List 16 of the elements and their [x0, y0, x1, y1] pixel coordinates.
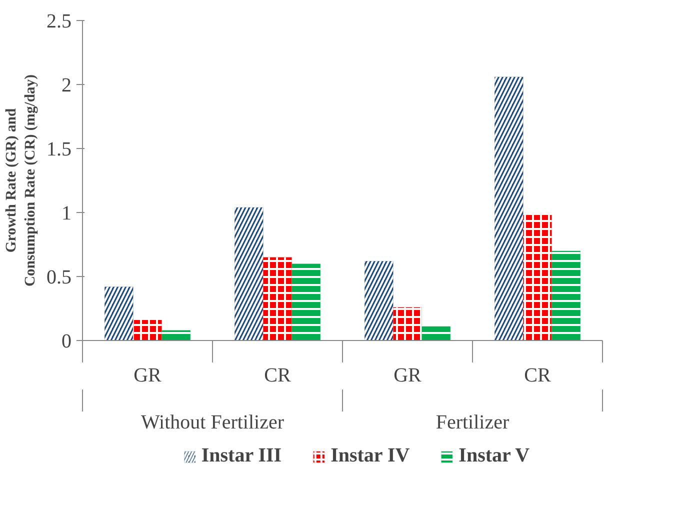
legend-label: Instar IV [330, 444, 410, 468]
y-tick-label: 1.5 [46, 138, 72, 160]
legend-label: Instar III [201, 444, 282, 468]
x-tick-label: CR [264, 364, 292, 386]
text: Fertilizer [436, 412, 510, 434]
text: Without Fertilizer [140, 412, 284, 434]
y-tick-label: 2 [62, 74, 72, 96]
y-axis-title: Growth Rate (GR) and Consumption Rate (CR) (mg/day) [3, 74, 38, 287]
legend-label: Instar V [458, 444, 530, 468]
y-tick-label: 1 [62, 202, 72, 224]
x-tick-label: GR [134, 364, 162, 386]
y-tick-label: 0.5 [46, 266, 72, 288]
y-tick-label: 0 [62, 330, 72, 352]
x-tick-label: GR [394, 364, 422, 386]
y-tick-label: 2.5 [46, 10, 72, 32]
x-tick-label: CR [524, 364, 552, 386]
